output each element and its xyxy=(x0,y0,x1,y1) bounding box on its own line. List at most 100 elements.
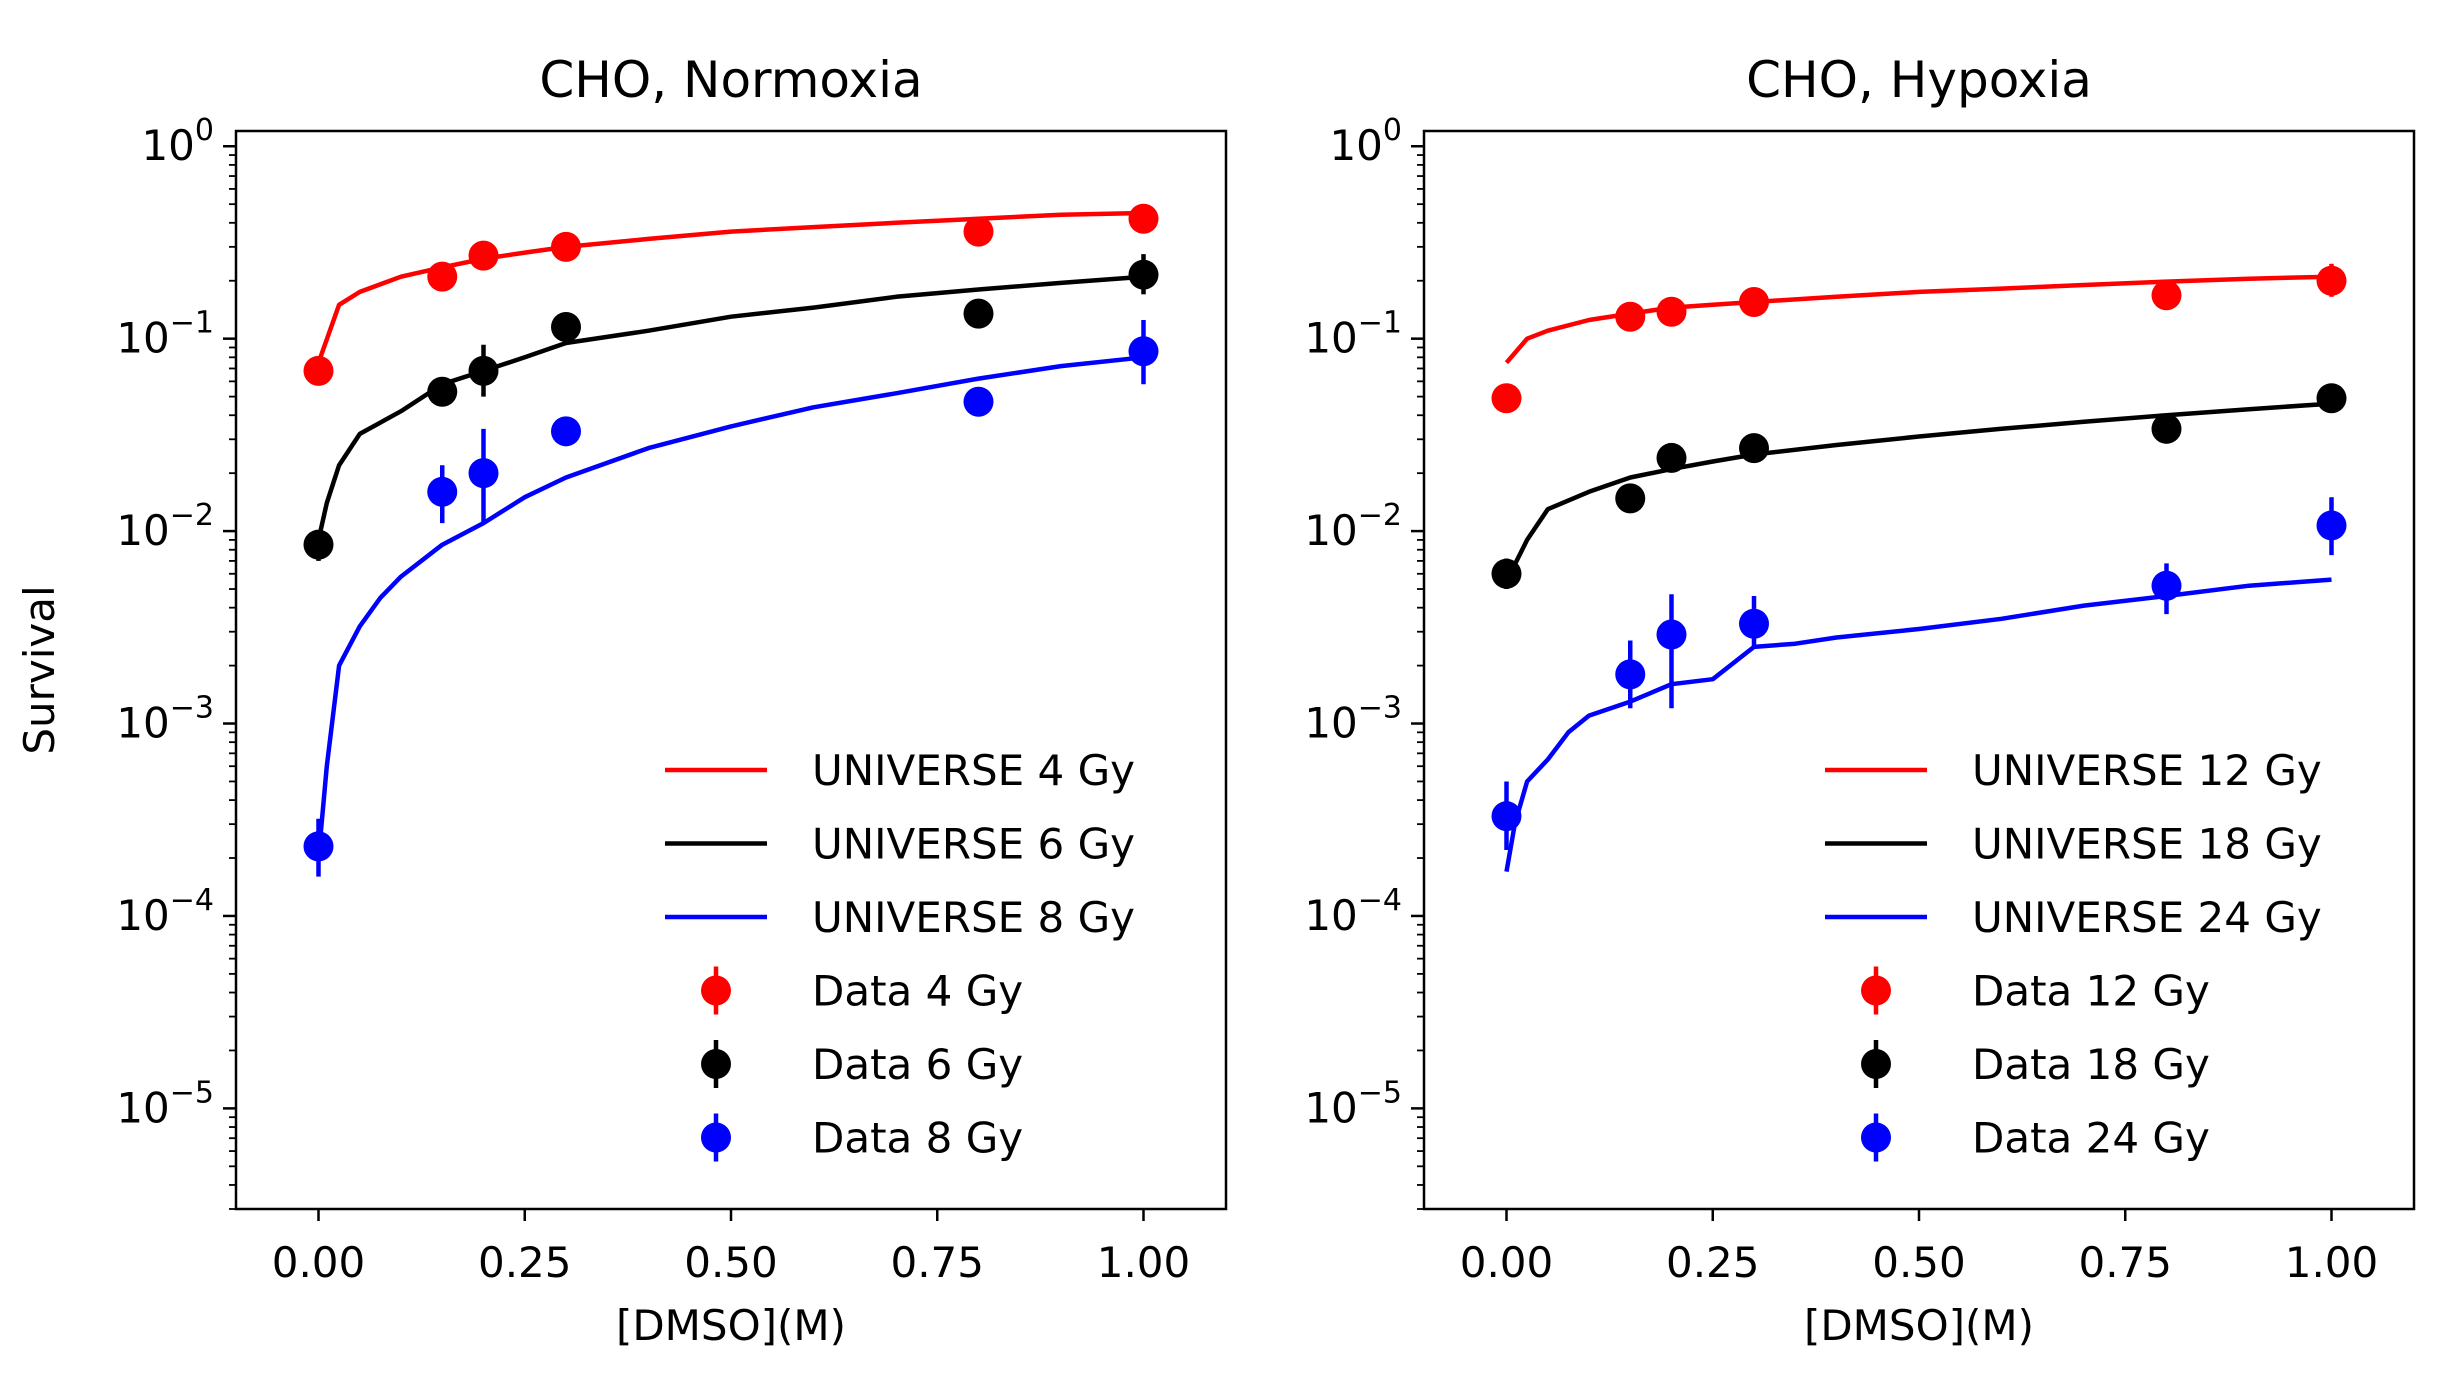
y-tick-base: 10 xyxy=(116,891,169,940)
data-point xyxy=(1491,383,1522,414)
data-point xyxy=(1656,296,1687,327)
y-tick-label: 10−5 xyxy=(116,1075,214,1132)
data-point xyxy=(2316,383,2347,414)
y-tick-label: 10−2 xyxy=(1304,498,1402,555)
y-tick-exponent: −2 xyxy=(170,498,214,533)
legend-label: Data 12 Gy xyxy=(1972,967,2210,1016)
legend-label: Data 18 Gy xyxy=(1972,1040,2210,1089)
y-tick-exponent: −1 xyxy=(170,306,214,341)
x-tick-label: 1.00 xyxy=(1097,1238,1191,1287)
y-tick-base: 10 xyxy=(1329,121,1382,170)
legend-label: Data 4 Gy xyxy=(812,967,1023,1016)
y-tick-exponent: −5 xyxy=(1358,1075,1402,1110)
x-axis-label: [DMSO](M) xyxy=(1804,1301,2034,1350)
chart-title: CHO, Normoxia xyxy=(539,51,922,109)
legend-point-marker xyxy=(701,1049,731,1079)
series-line xyxy=(1504,577,2332,872)
data-point xyxy=(551,231,581,262)
y-tick-base: 10 xyxy=(116,314,169,363)
y-tick-exponent: −3 xyxy=(170,691,214,726)
data-point xyxy=(2316,265,2347,296)
y-tick-exponent: −4 xyxy=(170,883,214,918)
data-point xyxy=(1128,203,1159,234)
data-point xyxy=(1615,301,1646,332)
y-tick-exponent: −4 xyxy=(1358,883,1402,918)
series-line xyxy=(316,274,1144,541)
y-tick-exponent: −3 xyxy=(1358,691,1402,726)
plot-area xyxy=(1491,263,2347,872)
data-point xyxy=(303,529,334,560)
data-point xyxy=(1491,801,1522,832)
legend-label: Data 8 Gy xyxy=(812,1114,1023,1163)
y-tick-label: 100 xyxy=(141,113,214,170)
y-tick-base: 10 xyxy=(1304,314,1357,363)
y-tick-base: 10 xyxy=(1304,699,1357,748)
y-tick-label: 100 xyxy=(1329,113,1402,170)
chart-normoxia: CHO, Normoxia 0.00 0.25 0.50 0.75 1.00 [DMSO](… xyxy=(15,51,1228,1350)
data-point xyxy=(468,458,499,489)
data-point xyxy=(1491,558,1522,589)
x-tick-label: 0.00 xyxy=(1460,1238,1554,1287)
y-tick-exponent: −1 xyxy=(1358,306,1402,341)
y-tick-exponent: 0 xyxy=(1383,113,1402,148)
x-tick-label: 0.75 xyxy=(2078,1238,2172,1287)
legend-label: UNIVERSE 4 Gy xyxy=(812,746,1135,795)
y-tick-base: 10 xyxy=(1304,1083,1357,1132)
y-axis-label: Survival xyxy=(15,585,64,754)
data-point xyxy=(303,355,334,386)
y-tick-base: 10 xyxy=(1304,506,1357,555)
legend-point-marker xyxy=(1861,975,1891,1006)
data-point xyxy=(1128,259,1159,290)
x-tick-label: 0.50 xyxy=(684,1238,778,1287)
y-tick-label: 10−5 xyxy=(1304,1075,1402,1132)
data-point xyxy=(1615,483,1646,514)
data-point xyxy=(427,261,458,292)
legend-label: UNIVERSE 6 Gy xyxy=(812,820,1135,869)
data-point xyxy=(2151,280,2182,311)
data-point xyxy=(2151,570,2182,601)
legend-label: UNIVERSE 24 Gy xyxy=(1972,893,2322,942)
y-tick-exponent: −5 xyxy=(170,1075,214,1110)
data-point xyxy=(468,240,499,271)
data-point xyxy=(2316,510,2347,541)
data-point xyxy=(1615,659,1646,690)
legend-label: UNIVERSE 18 Gy xyxy=(1972,820,2322,869)
chart-title: CHO, Hypoxia xyxy=(1746,51,2092,109)
y-tick-base: 10 xyxy=(1304,891,1357,940)
x-tick-label: 0.50 xyxy=(1872,1238,1966,1287)
data-point xyxy=(551,416,581,447)
legend-point-marker xyxy=(1861,1122,1891,1153)
data-point xyxy=(427,376,458,407)
data-point xyxy=(1656,442,1687,473)
data-point xyxy=(1739,433,1769,464)
y-tick-base: 10 xyxy=(116,699,169,748)
legend-point-marker xyxy=(701,1122,731,1153)
legend: UNIVERSE 4 Gy UNIVERSE 6 Gy UNIVERSE 8 Gy D… xyxy=(665,746,1135,1163)
legend-label: Data 24 Gy xyxy=(1972,1114,2210,1163)
legend-point-marker xyxy=(1861,1049,1891,1079)
y-tick-label: 10−4 xyxy=(116,883,214,940)
y-tick-base: 10 xyxy=(116,1083,169,1132)
data-point xyxy=(303,831,334,862)
plot-frame xyxy=(234,129,1228,1211)
x-axis-label: [DMSO](M) xyxy=(616,1301,846,1350)
data-point xyxy=(963,298,994,329)
data-point xyxy=(1656,619,1687,650)
data-point xyxy=(427,476,458,507)
y-tick-exponent: 0 xyxy=(195,113,214,148)
y-tick-exponent: −2 xyxy=(1358,498,1402,533)
y-tick-label: 10−2 xyxy=(116,498,214,555)
legend: UNIVERSE 12 Gy UNIVERSE 18 Gy UNIVERSE 24 … xyxy=(1825,746,2322,1163)
data-point xyxy=(1739,287,1769,318)
legend-label: UNIVERSE 8 Gy xyxy=(812,893,1135,942)
y-tick-base: 10 xyxy=(141,121,194,170)
x-tick-label: 0.75 xyxy=(890,1238,984,1287)
series-line xyxy=(316,355,1144,859)
y-tick-label: 10−1 xyxy=(116,306,214,363)
chart-hypoxia: CHO, Hypoxia 0.00 0.25 0.50 0.75 1.00 [DMSO](M… xyxy=(1304,51,2416,1350)
data-point xyxy=(2151,413,2182,444)
data-point xyxy=(1128,336,1159,367)
y-tick-label: 10−1 xyxy=(1304,306,1402,363)
plot-area xyxy=(303,203,1159,877)
legend-point-marker xyxy=(701,975,731,1006)
